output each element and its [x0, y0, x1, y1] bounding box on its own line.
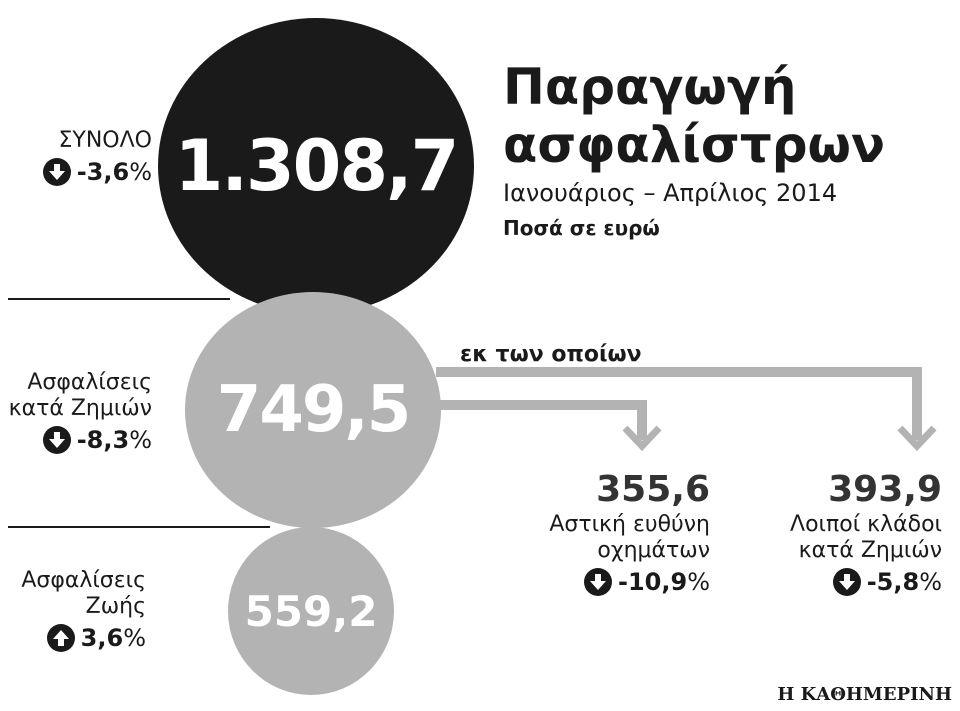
non-life-circle: 749,5 [185, 292, 441, 528]
chart-subtitle: Ιανουάριος – Απρίλιος 2014 [503, 179, 838, 207]
connector-label: εκ των οποίων [460, 342, 642, 367]
down-arrow-icon [832, 568, 861, 596]
non-life-label-block: Ασφαλίσεις κατά Ζημιών -8,3% [9, 370, 152, 454]
chart-title-line1: Παραγωγή [503, 58, 797, 116]
non-life-change-pct: % [129, 426, 152, 454]
life-change-num: 3,6 [80, 624, 124, 652]
other-block: 393,9 Λοιποί κλάδοι κατά Ζημιών -5,8% [790, 468, 942, 596]
down-arrow-icon [584, 568, 612, 596]
down-arrow-icon [42, 426, 71, 454]
separator-line-bottom [8, 526, 270, 528]
non-life-change-num: -8,3 [76, 426, 130, 454]
life-change-pct: % [123, 624, 146, 652]
motor-change-pct: % [687, 568, 710, 596]
other-change-num: -5,8 [866, 568, 920, 596]
life-label-block: Ασφαλίσεις Ζωής 3,6% [21, 568, 146, 652]
motor-change-num: -10,9 [618, 568, 688, 596]
motor-block: 355,6 Αστική ευθύνη οχημάτων -10,9% [549, 468, 710, 596]
other-change-pct: % [919, 568, 942, 596]
non-life-value: 749,5 [216, 373, 411, 447]
life-circle: 559,2 [228, 527, 394, 695]
title-block: Παραγωγή ασφαλίστρων Ιανουάριος – Απρίλι… [503, 58, 943, 242]
life-change: 3,6% [21, 624, 146, 652]
non-life-change: -8,3% [9, 426, 152, 454]
total-change-num: -3,6 [76, 158, 130, 186]
source-credit: Η ΚΑΘΗΜΕΡΙΝΗ [777, 684, 952, 705]
motor-label-line2: οχημάτων [597, 538, 710, 563]
motor-label-line1: Αστική ευθύνη [549, 512, 710, 537]
total-change: -3,6% [42, 158, 152, 186]
life-label-line1: Ασφαλίσεις [21, 568, 146, 593]
motor-change: -10,9% [549, 568, 710, 596]
total-label-block: ΣΥΝΟΛΟ -3,6% [42, 128, 152, 186]
non-life-label-line2: κατά Ζημιών [8, 396, 152, 421]
other-value: 393,9 [828, 469, 942, 510]
total-label: ΣΥΝΟΛΟ [58, 128, 152, 153]
total-value: 1.308,7 [174, 125, 460, 207]
other-label-line2: κατά Ζημιών [798, 538, 942, 563]
separator-line-top [8, 298, 230, 300]
up-arrow-icon [46, 624, 75, 652]
other-label-line1: Λοιποί κλάδοι [790, 512, 942, 537]
total-circle: 1.308,7 [158, 18, 474, 314]
total-change-pct: % [129, 158, 152, 186]
life-value: 559,2 [244, 586, 378, 636]
life-label-line2: Ζωής [85, 594, 146, 619]
motor-value: 355,6 [596, 469, 710, 510]
chart-title-line2: ασφαλίστρων [503, 116, 886, 174]
units-note: Ποσά σε ευρώ [503, 216, 660, 240]
other-change: -5,8% [790, 568, 942, 596]
non-life-label-line1: Ασφαλίσεις [27, 370, 152, 395]
down-arrow-icon [42, 158, 71, 186]
